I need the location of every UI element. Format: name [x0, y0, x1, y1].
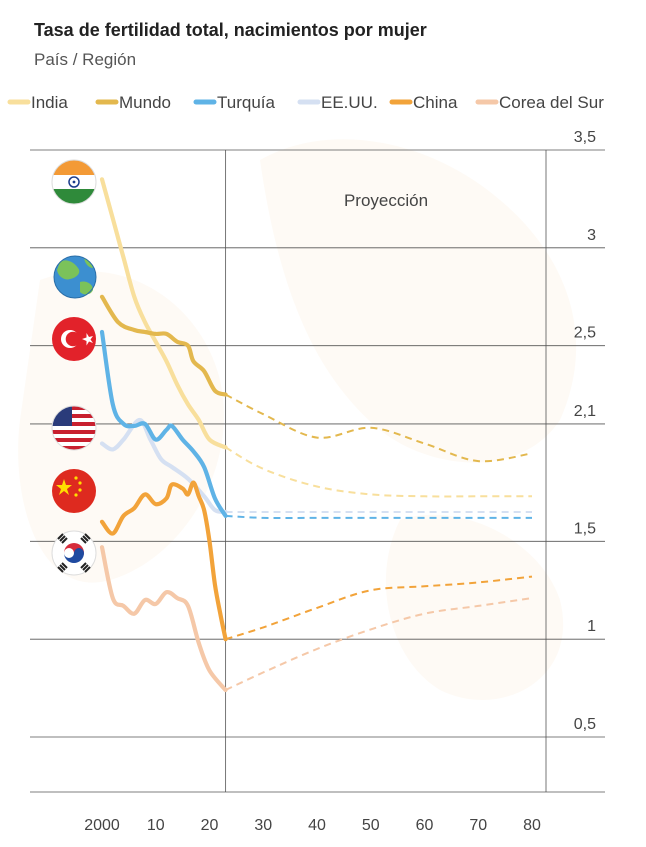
y-tick-label: 1 [587, 618, 596, 635]
legend-label: India [31, 93, 68, 112]
legend-label: China [413, 93, 458, 112]
series-history-india [99, 177, 228, 450]
legend-item: China [389, 93, 458, 112]
chart-subtitle: País / Región [34, 50, 137, 69]
x-tick-label: 60 [416, 817, 434, 834]
x-tick-label: 2000 [84, 817, 120, 834]
x-tick-label: 20 [201, 817, 219, 834]
legend-label: Turquía [217, 93, 276, 112]
legend-label: EE.UU. [321, 93, 378, 112]
china-flag-icon [52, 469, 96, 513]
x-tick-label: 40 [308, 817, 326, 834]
y-tick-label: 3 [587, 227, 596, 244]
south-korea-flag-icon [51, 530, 97, 576]
series-projection-corea-del-sur [225, 597, 533, 691]
y-tick-label: 2,5 [574, 325, 596, 342]
series-layer [99, 177, 533, 693]
x-tick-label: 10 [147, 817, 165, 834]
series-projection-turqu-a [225, 514, 532, 520]
legend-item: Turquía [193, 93, 276, 112]
legend-item: India [7, 93, 68, 112]
globe-icon [53, 255, 97, 299]
legend-item: Corea del Sur [475, 93, 604, 112]
legend-item: Mundo [95, 93, 171, 112]
x-tick-label: 30 [254, 817, 272, 834]
series-history-china [99, 480, 228, 642]
y-tick-label: 0,5 [574, 716, 596, 733]
chart-title: Tasa de fertilidad total, nacimientos po… [34, 20, 427, 40]
axis-ticks: 0,5 1 1,5 2,1 2,5 3 3,5 2000 10 20 30 40 50 60 70 80 [84, 129, 596, 834]
turkey-flag-icon [52, 317, 96, 361]
chart-legend: India Mundo Turquía EE.UU. China Corea del Su… [7, 93, 604, 112]
y-tick-label: 2,1 [574, 403, 596, 420]
y-tick-label: 1,5 [574, 520, 596, 537]
chart-grid [30, 149, 605, 793]
series-history-corea-del-sur [99, 545, 228, 693]
legend-label: Corea del Sur [499, 93, 604, 112]
series-projection-mundo [225, 393, 533, 463]
usa-flag-icon [51, 405, 97, 451]
x-tick-label: 70 [469, 817, 487, 834]
series-history-ee-uu [99, 417, 228, 515]
legend-label: Mundo [119, 93, 171, 112]
x-tick-label: 50 [362, 817, 380, 834]
series-projection-china [225, 575, 533, 641]
series-history-turqu-a [99, 329, 228, 518]
legend-item: EE.UU. [297, 93, 378, 112]
projection-label: Proyección [344, 191, 428, 210]
x-tick-label: 80 [523, 817, 541, 834]
series-history-mundo [99, 294, 228, 397]
india-flag-icon [51, 159, 97, 205]
y-tick-label: 3,5 [574, 129, 596, 146]
